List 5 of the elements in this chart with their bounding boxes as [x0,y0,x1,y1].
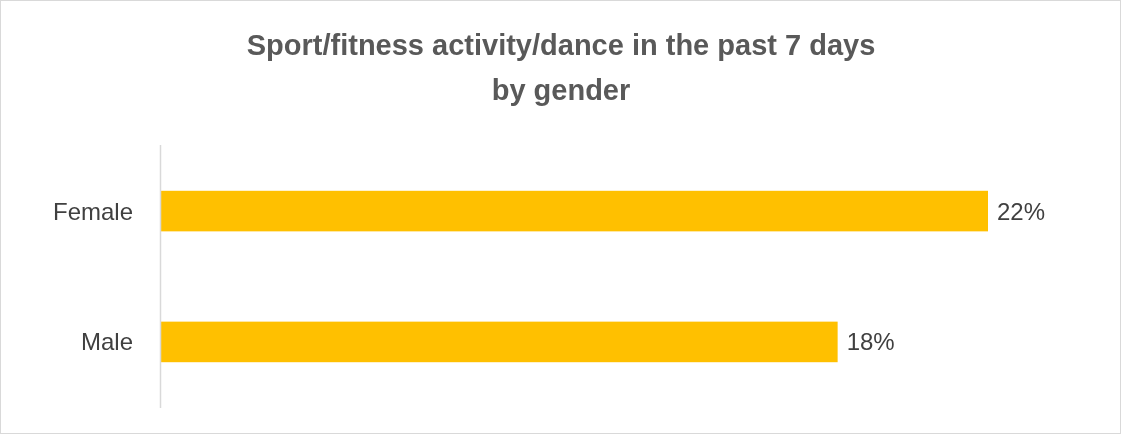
y-tick-label: Male [80,328,133,356]
chart-title: Sport/fitness activity/dance in the past 7 days by gender [246,29,876,106]
y-tick-label: Female [52,197,133,225]
data-label: 22% [997,197,1046,225]
data-label: 18% [846,328,895,356]
